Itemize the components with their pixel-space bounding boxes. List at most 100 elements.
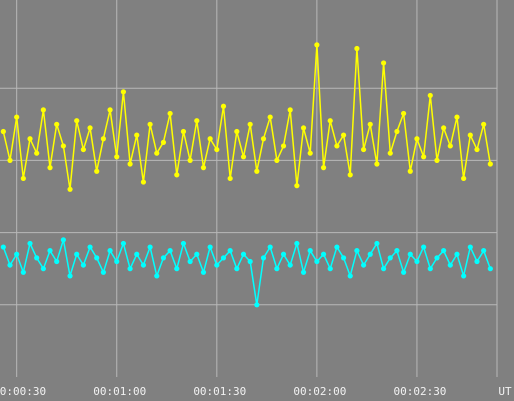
data-point — [94, 168, 100, 174]
data-point — [87, 244, 93, 250]
data-point — [481, 121, 487, 127]
data-point — [7, 262, 13, 268]
data-point — [387, 150, 393, 156]
data-point — [354, 45, 360, 52]
data-point — [254, 302, 260, 308]
data-point — [107, 107, 113, 113]
data-point — [194, 118, 200, 124]
x-unit-label: UT — [498, 385, 512, 398]
data-point — [227, 248, 233, 254]
data-point — [314, 258, 320, 265]
data-point — [60, 143, 66, 149]
data-point — [320, 165, 327, 171]
data-point — [80, 262, 86, 268]
data-point — [74, 251, 80, 257]
data-point — [107, 248, 113, 254]
data-point — [287, 262, 293, 268]
data-point — [234, 266, 240, 272]
data-point — [154, 273, 160, 279]
data-point — [27, 240, 33, 247]
x-tick-label: 00:02:00 — [293, 385, 346, 398]
data-point — [340, 132, 347, 138]
data-point — [187, 157, 193, 163]
data-point — [14, 251, 20, 257]
data-point — [47, 165, 53, 171]
data-point — [167, 248, 173, 254]
data-point — [374, 240, 380, 247]
data-point — [307, 248, 313, 254]
data-point — [300, 125, 307, 131]
data-point — [447, 262, 453, 268]
data-point — [80, 146, 86, 153]
data-point — [47, 248, 53, 254]
data-point — [94, 255, 100, 261]
data-point — [260, 255, 267, 261]
data-point — [67, 186, 73, 192]
data-point — [481, 248, 487, 254]
data-point — [127, 161, 133, 167]
data-point — [180, 240, 187, 247]
data-point — [207, 136, 213, 142]
data-point — [427, 92, 433, 99]
data-point — [414, 136, 420, 142]
data-point — [160, 255, 167, 261]
data-point — [60, 237, 66, 243]
data-point — [114, 154, 120, 160]
data-point — [0, 244, 6, 250]
data-point — [7, 157, 13, 163]
data-point — [240, 251, 247, 257]
data-point — [401, 269, 407, 275]
data-point — [467, 244, 473, 250]
data-point — [267, 244, 273, 250]
data-point — [380, 60, 387, 66]
data-point — [347, 273, 353, 279]
x-tick-label: 00:01:00 — [93, 385, 146, 398]
data-point — [214, 146, 220, 153]
data-point — [394, 128, 400, 135]
data-point — [227, 175, 233, 182]
data-point — [67, 273, 73, 279]
data-point — [120, 89, 127, 95]
data-point — [280, 251, 287, 257]
data-point — [280, 143, 287, 149]
data-point — [461, 273, 467, 279]
x-tick-label: 00:02:30 — [393, 385, 446, 398]
data-point — [274, 266, 280, 272]
data-point — [360, 146, 367, 153]
data-point — [294, 240, 300, 247]
data-point — [474, 258, 480, 265]
data-point — [407, 251, 413, 257]
data-point — [421, 244, 427, 250]
data-point — [300, 269, 307, 275]
data-point — [314, 42, 320, 48]
data-point — [214, 262, 220, 268]
data-point — [247, 258, 253, 265]
data-point — [194, 251, 200, 257]
data-point — [140, 262, 147, 268]
data-point — [387, 255, 393, 261]
data-point — [147, 121, 153, 127]
data-point — [434, 255, 440, 261]
data-point — [360, 262, 367, 268]
data-point — [20, 175, 26, 182]
data-point — [374, 161, 380, 167]
data-point — [100, 136, 107, 142]
data-point — [340, 255, 347, 261]
data-point — [454, 114, 460, 120]
data-point — [367, 251, 373, 257]
data-point — [260, 136, 267, 142]
data-point — [14, 114, 20, 120]
data-point — [174, 172, 180, 178]
data-point — [154, 150, 160, 156]
data-point — [394, 248, 400, 254]
data-point — [467, 132, 473, 138]
data-point — [354, 248, 360, 254]
data-point — [100, 269, 107, 275]
data-point — [187, 258, 193, 265]
x-tick-label: 00:00:30 — [0, 385, 46, 398]
data-point — [334, 244, 340, 250]
data-point — [347, 172, 353, 178]
data-point — [414, 258, 420, 265]
